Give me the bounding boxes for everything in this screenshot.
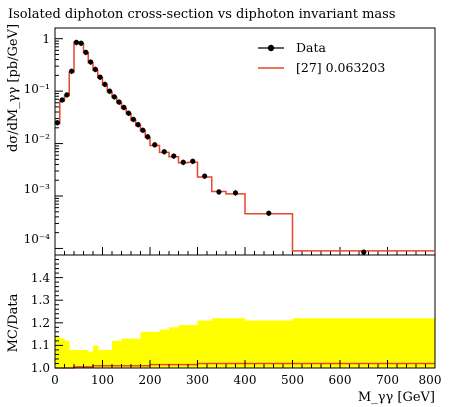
main-y-axis-label: dσ/dM_γγ [pb/GeV] xyxy=(6,24,21,152)
x-tick-label: 600 xyxy=(329,373,352,387)
ratio-band-bin xyxy=(135,338,141,368)
ratio-band-bin xyxy=(83,349,89,368)
ratio-band-bin xyxy=(97,349,103,368)
data-point xyxy=(88,59,94,65)
ratio-band-bin xyxy=(211,318,227,368)
data-point xyxy=(171,153,177,159)
ratio-ticks xyxy=(54,254,436,369)
ratio-y-tick-label: 1.2 xyxy=(31,316,50,330)
ratio-band-bin xyxy=(126,338,132,368)
data-point xyxy=(102,81,108,87)
ratio-y-tick-label: 1.3 xyxy=(31,293,50,307)
data-point xyxy=(180,159,186,165)
x-tick-label: 0 xyxy=(51,373,59,387)
ratio-band-bin xyxy=(78,349,84,368)
ratio-band-bin xyxy=(178,325,189,368)
data-point xyxy=(202,173,208,179)
legend-data-label: Data xyxy=(296,40,326,55)
data-point xyxy=(73,39,79,46)
main-ticks xyxy=(54,38,436,255)
y-tick-label: 10⁻¹ xyxy=(24,82,50,96)
ratio-band-bin xyxy=(88,352,94,368)
data-point xyxy=(135,122,141,128)
ratio-band-bin xyxy=(150,331,160,368)
data-point xyxy=(232,190,239,196)
ratio-band-bin xyxy=(69,349,75,368)
main-y-tick-labels: 10⁻⁴ 10⁻³ 10⁻² 10⁻¹ 1 xyxy=(24,32,51,246)
x-tick-label: 500 xyxy=(281,373,304,387)
data-point xyxy=(92,66,98,72)
data-point xyxy=(97,74,103,80)
ratio-band-bin xyxy=(112,340,118,368)
x-tick-label: 300 xyxy=(186,373,209,387)
x-tick-label: 100 xyxy=(91,373,114,387)
data-point xyxy=(111,94,117,100)
x-tick-label: 700 xyxy=(376,373,399,387)
ratio-band-bin xyxy=(55,336,61,368)
ratio-band-bin xyxy=(116,340,122,368)
y-tick-label: 1 xyxy=(42,32,50,46)
data-point xyxy=(116,99,122,105)
ratio-band-bin xyxy=(226,318,246,368)
y-tick-label: 10⁻³ xyxy=(24,182,51,196)
data-point xyxy=(190,158,196,164)
ratio-band-bin xyxy=(59,338,65,368)
data-point xyxy=(54,120,60,126)
ratio-y-tick-label: 1.1 xyxy=(31,338,50,352)
chart-title: Isolated diphoton cross-section vs dipho… xyxy=(8,7,396,22)
legend: Data [27] 0.063203 xyxy=(258,40,385,75)
ratio-band-bin xyxy=(64,340,70,368)
ratio-band-bin xyxy=(102,349,108,368)
data-point xyxy=(126,110,132,116)
x-axis-label: M_γγ [GeV] xyxy=(358,390,435,405)
legend-data-marker xyxy=(267,44,275,52)
ratio-band-bin xyxy=(93,345,99,368)
data-point xyxy=(64,92,70,98)
ratio-y-axis-label: MC/Data xyxy=(6,293,21,352)
data-point xyxy=(145,134,151,140)
ratio-band-bin xyxy=(188,325,198,368)
data-point xyxy=(121,104,127,110)
data-point xyxy=(361,249,367,255)
data-point xyxy=(83,49,89,55)
data-point xyxy=(266,210,272,216)
ratio-band-bin xyxy=(159,329,170,368)
ratio-band-bin xyxy=(121,338,127,368)
ratio-band-bin xyxy=(169,327,179,368)
data-point xyxy=(69,68,75,74)
ratio-y-tick-labels: 1.0 1.1 1.2 1.3 1.4 xyxy=(31,271,50,375)
data-point xyxy=(78,40,84,46)
data-point xyxy=(140,127,146,133)
y-tick-label: 10⁻² xyxy=(24,132,51,146)
ratio-band-bin xyxy=(145,331,151,368)
ratio-y-tick-label: 1.4 xyxy=(31,271,50,285)
main-panel: 10⁻⁴ 10⁻³ 10⁻² 10⁻¹ 1 dσ/dM_γγ [pb/GeV] … xyxy=(6,24,436,256)
ratio-panel: 1.0 1.1 1.2 1.3 1.4 MC/Data 0 100 200 30… xyxy=(6,254,441,405)
data-point xyxy=(216,189,222,195)
x-tick-label: 800 xyxy=(419,373,442,387)
ratio-band-bin xyxy=(292,318,436,368)
ratio-y-tick-label: 1.0 xyxy=(31,361,50,375)
data-point xyxy=(107,88,113,94)
x-tick-label: 400 xyxy=(234,373,257,387)
data-point xyxy=(161,149,167,155)
data-point xyxy=(152,142,158,148)
x-tick-labels: 0 100 200 300 400 500 600 700 800 xyxy=(51,373,441,387)
legend-mc-label: [27] 0.063203 xyxy=(296,60,385,75)
ratio-band xyxy=(55,318,436,368)
ratio-band-bin xyxy=(245,320,293,368)
ratio-band-bin xyxy=(197,320,213,368)
data-point xyxy=(59,97,65,103)
ratio-band-bin xyxy=(107,349,113,368)
y-tick-label: 10⁻⁴ xyxy=(24,232,51,246)
data-series xyxy=(54,39,367,256)
x-tick-label: 200 xyxy=(139,373,162,387)
ratio-band-bin xyxy=(140,331,146,368)
ratio-band-bin xyxy=(74,349,80,368)
data-point xyxy=(130,116,136,122)
ratio-band-bin xyxy=(131,338,137,368)
